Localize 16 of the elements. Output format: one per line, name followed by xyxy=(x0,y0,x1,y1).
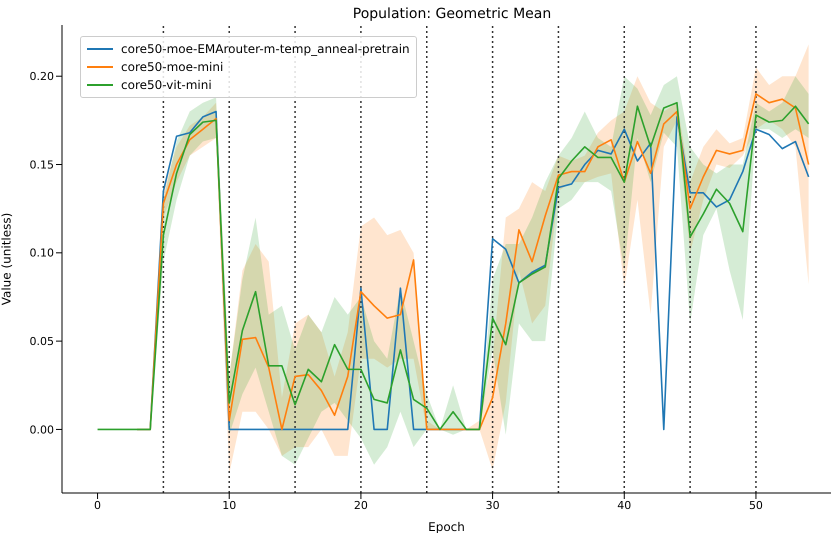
legend-label: core50-vit-mini xyxy=(121,77,212,94)
y-axis-title: Value (unitless) xyxy=(0,212,14,306)
x-tick-label: 0 xyxy=(94,498,102,512)
legend-label: core50-moe-EMArouter-m-temp_anneal-pretrain xyxy=(121,41,410,58)
y-tick-label: 0.10 xyxy=(30,246,54,260)
x-tick-label: 30 xyxy=(486,498,500,512)
chart-title: Population: Geometric Mean xyxy=(352,6,552,22)
legend-label: core50-moe-mini xyxy=(121,59,224,76)
x-tick-label: 50 xyxy=(748,498,763,512)
y-tick-label: 0.20 xyxy=(30,70,54,84)
y-tick-label: 0.05 xyxy=(30,335,54,348)
y-tick-label: 0.00 xyxy=(30,423,54,436)
x-tick-label: 40 xyxy=(617,498,632,512)
y-tick-label: 0.15 xyxy=(30,158,54,172)
x-tick-label: 20 xyxy=(354,498,368,512)
x-tick-label: 10 xyxy=(222,498,236,512)
